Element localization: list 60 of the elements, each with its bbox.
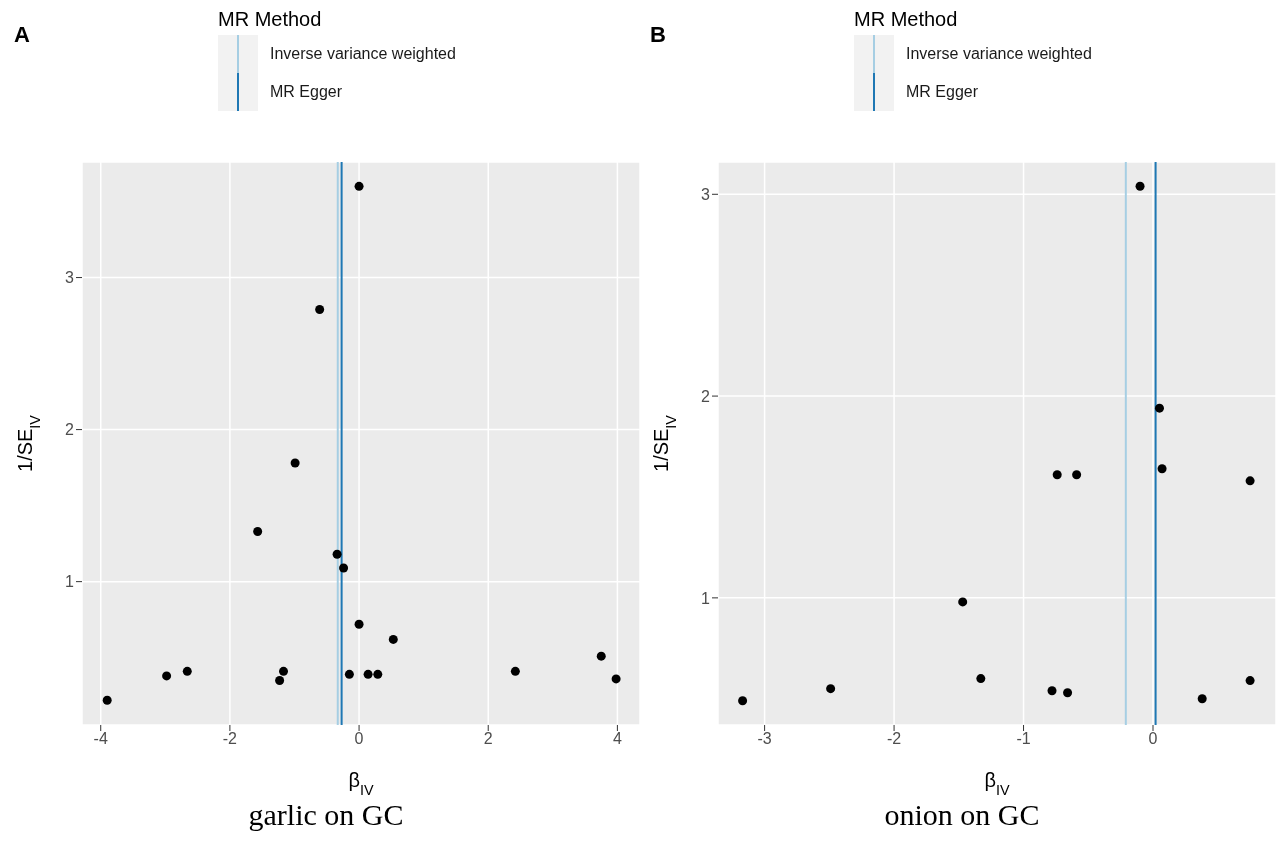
x-tick-label: -2: [886, 730, 902, 748]
point: [102, 695, 112, 705]
point: [958, 597, 968, 607]
point: [1052, 470, 1062, 480]
legend-label: Inverse variance weighted: [906, 44, 1092, 64]
x-tick-label: 4: [612, 730, 622, 748]
chart-title: B: [650, 22, 666, 48]
legend-title: MR Method: [854, 8, 959, 31]
point: [388, 634, 398, 644]
point: [354, 181, 364, 191]
point: [162, 671, 172, 681]
legend-label: MR Egger: [270, 82, 344, 102]
point: [596, 651, 606, 661]
point: [332, 549, 342, 559]
x-axis-title: β$_{IV}$: [984, 769, 1010, 798]
x-axis-title: β$_{IV}$: [348, 769, 374, 798]
point: [279, 666, 288, 676]
point: [354, 619, 364, 629]
y-tick-label: 1: [701, 589, 711, 607]
legend-label: Inverse variance weighted: [270, 44, 456, 64]
point: [976, 674, 986, 684]
y-tick-label: 3: [701, 185, 711, 203]
point: [1245, 476, 1255, 486]
point: [363, 669, 373, 679]
point: [182, 666, 192, 676]
x-tick-label: -4: [93, 730, 108, 748]
point: [1072, 470, 1082, 480]
y-tick-label: 2: [65, 421, 75, 439]
x-tick-label: -3: [757, 730, 772, 748]
chart-title: A: [14, 22, 30, 48]
point: [1197, 694, 1207, 704]
legend-title: MR Method: [218, 8, 323, 31]
point: [339, 563, 349, 573]
y-tick-label: 2: [701, 387, 711, 405]
y-tick-label: 1: [65, 573, 75, 591]
text: garlic on GC: [247, 798, 405, 832]
point: [344, 669, 354, 679]
point: [290, 458, 300, 468]
point: [611, 674, 621, 684]
point: [738, 696, 748, 706]
point: [826, 684, 836, 694]
point: [275, 675, 285, 685]
legend-label: MR Egger: [906, 82, 980, 102]
point: [1154, 403, 1164, 413]
point: [315, 304, 325, 314]
x-tick-label: 2: [483, 730, 493, 748]
x-tick-label: -1: [1016, 730, 1031, 748]
point: [1063, 688, 1073, 698]
point: [1047, 686, 1057, 696]
point: [1135, 181, 1145, 191]
text: onion on GC: [883, 798, 1041, 832]
point: [510, 666, 520, 676]
x-tick-label: -2: [222, 730, 238, 748]
point: [253, 526, 263, 536]
x-tick-label: 0: [354, 730, 364, 748]
point: [1157, 464, 1167, 474]
point: [373, 669, 383, 679]
x-tick-label: 0: [1148, 730, 1158, 748]
y-tick-label: 3: [65, 269, 75, 287]
point: [1245, 676, 1255, 686]
